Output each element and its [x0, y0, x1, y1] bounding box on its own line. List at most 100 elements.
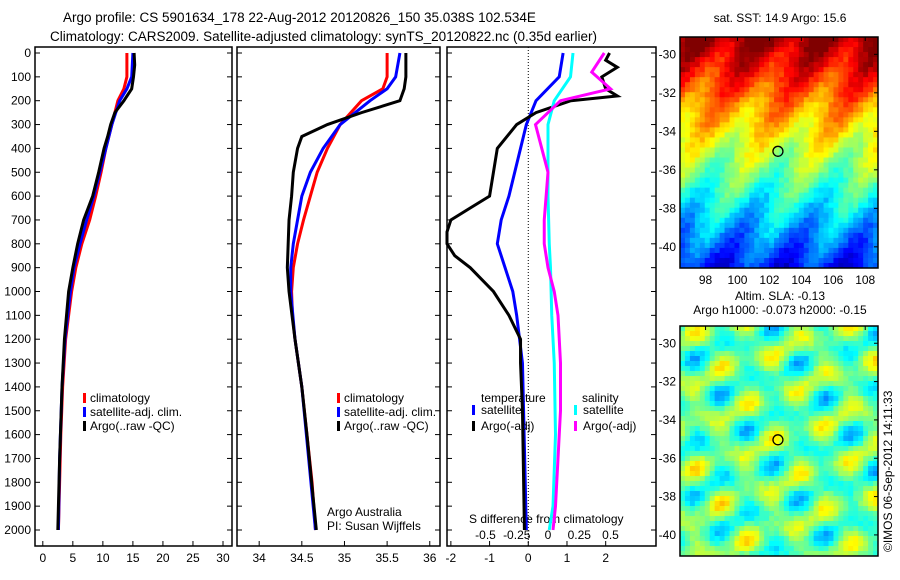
map-cell [759, 411, 765, 417]
map-cell [684, 461, 691, 467]
map-cell [724, 52, 730, 58]
map-cell [714, 242, 721, 249]
map-cell [858, 232, 864, 239]
legend-label: satellite-adj. clim. [344, 405, 436, 419]
map-cell [729, 416, 735, 422]
map-cell [689, 257, 696, 264]
map-cell [788, 516, 795, 522]
map-cell [803, 381, 810, 387]
map-cell [764, 102, 770, 108]
map-cell [833, 486, 839, 492]
map-cell [719, 336, 726, 342]
map-cell [769, 87, 775, 93]
map-cell [704, 446, 711, 452]
map-cell [754, 242, 760, 249]
map-cell [783, 331, 790, 337]
map-cell [764, 157, 770, 164]
map-cell [754, 57, 760, 63]
map-cell [754, 87, 760, 93]
map-cell [813, 122, 820, 128]
map-cell [719, 237, 726, 244]
map-cell [818, 326, 825, 332]
map-cell [734, 87, 740, 93]
map-cell [788, 37, 795, 43]
map-cell [759, 122, 765, 128]
map-cell [729, 396, 735, 402]
map-cell [788, 177, 795, 184]
map-cell [783, 97, 790, 103]
map-cell [858, 406, 864, 412]
map-cell [833, 82, 839, 88]
map-cell [783, 112, 790, 118]
map-cell [808, 516, 815, 522]
map-cell [714, 391, 721, 397]
map-cell [863, 217, 869, 224]
map-cell [833, 182, 839, 189]
map-cell [793, 87, 800, 93]
map-cell [684, 232, 691, 239]
map-cell [729, 57, 735, 63]
map-cell [863, 52, 869, 58]
map-cell [774, 57, 780, 63]
map-cell [709, 516, 716, 522]
map-cell [868, 107, 874, 113]
map-cell [828, 52, 834, 58]
y-tick-label: 700 [11, 213, 31, 227]
map-cell [843, 52, 849, 58]
legend-label: satellite [481, 403, 522, 417]
map-cell [709, 351, 716, 357]
map-cell [694, 122, 701, 128]
map-cell [813, 67, 820, 73]
map-cell [803, 431, 810, 437]
map-cell [873, 331, 879, 337]
map-cell [803, 456, 810, 462]
map-cell [719, 486, 726, 492]
map-cell [709, 252, 716, 259]
map-cell [744, 486, 750, 492]
map-cell [853, 107, 859, 113]
map-cell [709, 491, 716, 497]
map-cell [863, 87, 869, 93]
map-cell [699, 436, 706, 442]
map-cell [813, 87, 820, 93]
map-cell [833, 331, 839, 337]
map-cell [818, 481, 825, 487]
map-cell [759, 102, 765, 108]
map-cell [680, 222, 686, 229]
map-cell [749, 77, 755, 83]
map-cell [719, 376, 726, 382]
map-cell [739, 252, 745, 259]
map-cell [783, 242, 790, 249]
map-cell [734, 481, 740, 487]
map-cell [833, 516, 839, 522]
map-cell [823, 117, 829, 123]
map-cell [863, 371, 869, 377]
map-cell [873, 72, 879, 78]
map-cell [858, 92, 864, 98]
map-cell [838, 461, 844, 467]
map-cell [843, 127, 849, 133]
map-cell [689, 491, 696, 497]
map-cell [873, 62, 879, 68]
map-cell [779, 531, 785, 537]
map-cell [709, 227, 716, 234]
map-cell [739, 426, 745, 432]
map-cell [709, 207, 716, 214]
map-cell [798, 192, 805, 199]
map-cell [803, 326, 810, 332]
map-cell [833, 62, 839, 68]
map-cell [714, 476, 721, 482]
map-cell [734, 416, 740, 422]
map-cell [724, 381, 730, 387]
map-cell [813, 381, 820, 387]
map-cell [734, 496, 740, 502]
map-cell [783, 217, 790, 224]
map-cell [694, 212, 701, 219]
map-cell [828, 441, 834, 447]
map-cell [724, 37, 730, 43]
map-cell [833, 466, 839, 472]
map-cell [764, 152, 770, 159]
map-cell [803, 386, 810, 392]
map-cell [759, 147, 765, 153]
map-cell [709, 152, 716, 159]
